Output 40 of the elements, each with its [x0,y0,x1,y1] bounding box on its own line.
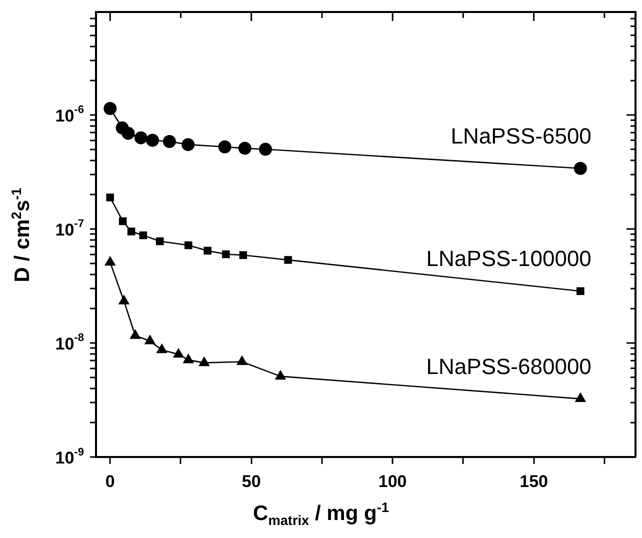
point [284,256,292,264]
point [118,294,130,304]
point [182,138,195,152]
point [134,131,148,144]
point [162,135,176,148]
point [238,142,252,155]
point [172,348,184,358]
point [130,329,141,339]
point [139,231,148,240]
legend-label: LNaPSS-680000 [426,354,592,379]
point [118,217,127,226]
x-axis-title: C$_{matrix}$ / mg g$^{-1}$ [252,500,390,528]
point [146,134,159,147]
point [106,194,114,202]
point [239,251,248,259]
point [198,356,210,366]
point [222,250,230,258]
point [184,241,192,250]
point [236,355,248,365]
point [104,102,117,115]
legend-label: LNaPSS-100000 [426,246,592,272]
legend-label: LNaPSS-6500 [450,123,592,148]
point [104,256,116,266]
point [122,126,135,140]
point [204,246,212,255]
point [156,237,164,246]
point [274,370,286,380]
x-tick-label: 50 [242,472,261,491]
x-tick-label: 0 [105,472,115,491]
point [127,228,136,236]
point [574,162,587,175]
x-tick-label: 100 [378,472,407,491]
point [218,140,232,154]
point [258,142,272,156]
point [182,353,194,364]
point [144,334,156,344]
point [156,343,168,354]
point [576,287,584,296]
x-tick-label: 150 [520,472,548,491]
point [574,392,586,402]
